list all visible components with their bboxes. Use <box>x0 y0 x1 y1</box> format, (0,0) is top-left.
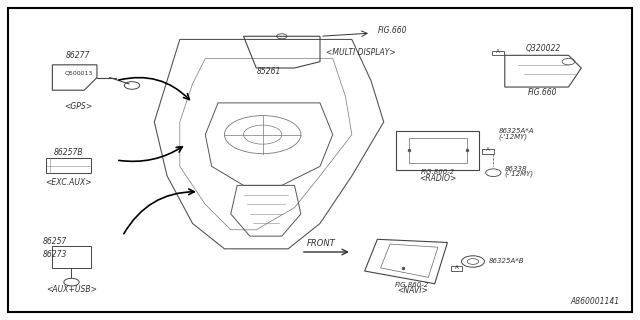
Text: FRONT: FRONT <box>307 239 336 248</box>
Bar <box>396 132 479 170</box>
Text: 85261: 85261 <box>256 67 281 76</box>
Text: Q500013: Q500013 <box>65 71 93 76</box>
Text: 86257B: 86257B <box>54 148 83 157</box>
Bar <box>52 246 91 268</box>
Text: <EXC.AUX>: <EXC.AUX> <box>45 178 92 188</box>
Text: 86277: 86277 <box>66 52 90 60</box>
Text: A: A <box>486 148 490 152</box>
Bar <box>451 266 462 271</box>
Text: Q320022: Q320022 <box>525 44 561 52</box>
Text: A: A <box>496 49 500 54</box>
Text: FIG.660: FIG.660 <box>378 26 407 35</box>
Text: 86325A*B: 86325A*B <box>489 258 524 264</box>
Text: FIG.860-2: FIG.860-2 <box>396 282 429 288</box>
Text: (-'12MY): (-'12MY) <box>499 133 527 140</box>
Text: 86257: 86257 <box>43 237 67 246</box>
Text: <GPS>: <GPS> <box>64 102 92 111</box>
Text: <RADIO>: <RADIO> <box>419 174 456 183</box>
Text: A860001141: A860001141 <box>570 297 620 306</box>
Text: A: A <box>454 265 458 270</box>
Text: 86273: 86273 <box>43 250 67 259</box>
Bar <box>46 158 91 173</box>
Text: <MULTI DISPLAY>: <MULTI DISPLAY> <box>326 48 396 57</box>
Text: FIG.860-2: FIG.860-2 <box>420 169 455 175</box>
Text: <AUX+USB>: <AUX+USB> <box>46 285 97 294</box>
Bar <box>492 51 504 55</box>
Text: <NAVI>: <NAVI> <box>397 286 428 295</box>
Bar <box>483 149 494 154</box>
Text: 86338: 86338 <box>505 166 527 172</box>
Text: (-'12MY): (-'12MY) <box>505 171 534 177</box>
Text: FIG.660: FIG.660 <box>528 88 558 97</box>
Bar <box>409 138 467 163</box>
Text: 86325A*A: 86325A*A <box>499 128 534 134</box>
